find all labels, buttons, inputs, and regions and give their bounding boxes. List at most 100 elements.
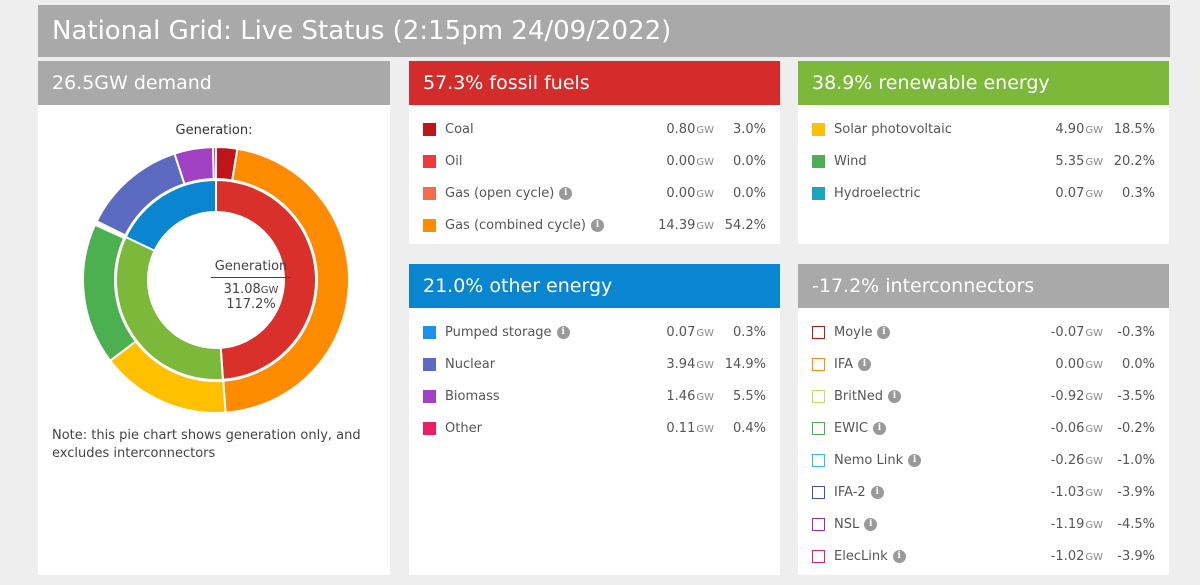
slice-renewable-energy[interactable]: [115, 235, 225, 381]
other-list: Pumped storage i 0.07GW 0.3% Nuclear 3.94GW 14…: [409, 308, 780, 444]
list-item: Gas (open cycle) i 0.00GW 0.0%: [423, 177, 766, 209]
list-item: IFA i 0.00GW 0.0%: [812, 348, 1155, 380]
list-item: Pumped storage i 0.07GW 0.3%: [423, 316, 766, 348]
item-label-ifa-2: IFA-2 i: [834, 485, 1033, 500]
info-icon[interactable]: i: [858, 357, 872, 371]
slice-other-energy[interactable]: [124, 178, 217, 253]
donut-center: Generation 31.08GW 117.2%: [184, 259, 318, 312]
info-icon[interactable]: i: [870, 485, 884, 499]
item-pct: 0.3%: [732, 324, 766, 340]
list-item: Biomass 1.46GW 5.5%: [423, 380, 766, 412]
list-item: BritNed i -0.92GW -3.5%: [812, 380, 1155, 412]
item-label-ifa: IFA i: [834, 357, 1033, 372]
item-pct: 0.0%: [732, 185, 766, 201]
center-pct: 117.2%: [226, 297, 276, 312]
list-item: IFA-2 i -1.03GW -3.9%: [812, 476, 1155, 508]
item-pct: 3.0%: [732, 121, 766, 137]
info-icon[interactable]: i: [877, 325, 891, 339]
item-label-oil: Oil: [445, 153, 463, 169]
legend-swatch: [423, 325, 436, 339]
inner-ring: [115, 178, 317, 381]
list-item: EWIC i -0.06GW -0.2%: [812, 412, 1155, 444]
list-item: NSL i -1.19GW -4.5%: [812, 508, 1155, 540]
item-gw: 0.80GW: [666, 121, 714, 137]
legend-swatch: [812, 421, 825, 435]
legend-swatch: [423, 154, 436, 168]
item-pct: 54.2%: [724, 217, 766, 233]
list-item: Oil 0.00GW 0.0%: [423, 145, 766, 177]
fossil-list: Coal 0.80GW 3.0% Oil 0.00GW 0.0% Gas (open cyc…: [409, 105, 780, 241]
list-item: Nemo Link i -0.26GW -1.0%: [812, 444, 1155, 476]
demand-header: 26.5GW demand: [38, 61, 390, 105]
item-pct: 0.0%: [732, 153, 766, 169]
legend-swatch: [812, 154, 825, 168]
demand-panel: 26.5GW demand Generation: Generation 31.…: [38, 61, 390, 575]
legend-swatch: [812, 122, 825, 136]
item-label-coal: Coal: [445, 121, 474, 137]
slice-fossil-fuels[interactable]: [215, 178, 317, 381]
legend-swatch: [423, 389, 436, 403]
info-icon[interactable]: i: [872, 421, 886, 435]
info-icon[interactable]: i: [590, 218, 604, 232]
legend-swatch: [812, 453, 825, 467]
other-header: 21.0% other energy: [409, 264, 780, 308]
item-label-hydroelectric: Hydroelectric: [834, 185, 921, 201]
item-pct: -1.0%: [1117, 452, 1155, 468]
item-gw: -0.26GW: [1050, 452, 1103, 468]
item-gw: 1.46GW: [666, 388, 714, 404]
info-icon[interactable]: i: [559, 186, 573, 200]
item-label-ewic: EWIC i: [834, 421, 1033, 436]
info-icon[interactable]: i: [556, 325, 570, 339]
legend-swatch: [423, 421, 436, 435]
fossil-header: 57.3% fossil fuels: [409, 61, 780, 105]
list-item: ElecLink i -1.02GW -3.9%: [812, 540, 1155, 572]
item-pct: 20.2%: [1113, 153, 1155, 169]
info-icon[interactable]: i: [887, 389, 901, 403]
legend-swatch: [812, 485, 825, 499]
chart-note: Note: this pie chart shows generation on…: [52, 428, 361, 461]
item-label-eleclink: ElecLink i: [834, 549, 1033, 564]
page-title: National Grid: Live Status (2:15pm 24/09…: [38, 5, 1170, 57]
renewable-header: 38.9% renewable energy: [798, 61, 1169, 105]
item-gw: 3.94GW: [666, 356, 714, 372]
interconnectors-list: Moyle i -0.07GW -0.3% IFA i 0.00GW 0.0% BritNed i…: [798, 308, 1169, 572]
legend-swatch: [423, 122, 436, 136]
item-gw: -0.07GW: [1050, 324, 1103, 340]
item-label-pumped-storage: Pumped storage i: [445, 325, 644, 340]
list-item: Moyle i -0.07GW -0.3%: [812, 316, 1155, 348]
legend-swatch: [812, 549, 825, 563]
legend-swatch: [812, 389, 825, 403]
legend-swatch: [423, 218, 436, 232]
info-icon[interactable]: i: [908, 453, 922, 467]
chart-label: Generation:: [175, 123, 253, 138]
item-pct: 14.9%: [724, 356, 766, 372]
interconnectors-header: -17.2% interconnectors: [798, 264, 1169, 308]
item-gw: 0.00GW: [666, 153, 714, 169]
item-pct: -3.5%: [1117, 388, 1155, 404]
item-gw: 4.90GW: [1055, 121, 1103, 137]
legend-swatch: [812, 357, 825, 371]
item-gw: -1.02GW: [1050, 548, 1103, 564]
item-pct: -3.9%: [1117, 548, 1155, 564]
center-title: Generation: [214, 259, 288, 274]
item-label-gas-open-cycle: Gas (open cycle) i: [445, 186, 644, 201]
item-gw: 0.07GW: [666, 324, 714, 340]
item-gw: -0.06GW: [1050, 420, 1103, 436]
item-label-nemo-link: Nemo Link i: [834, 453, 1033, 468]
center-divider: [211, 277, 291, 278]
donut-hole: [149, 213, 283, 347]
info-icon[interactable]: i: [864, 517, 878, 531]
item-gw: -0.92GW: [1050, 388, 1103, 404]
item-label-britned: BritNed i: [834, 389, 1033, 404]
renewable-list: Solar photovoltaic 4.90GW 18.5% Wind 5.35GW 2…: [798, 105, 1169, 209]
list-item: Wind 5.35GW 20.2%: [812, 145, 1155, 177]
list-item: Hydroelectric 0.07GW 0.3%: [812, 177, 1155, 209]
item-label-nsl: NSL i: [834, 517, 1033, 532]
item-gw: 14.39GW: [658, 217, 714, 233]
slice-other[interactable]: [212, 147, 217, 181]
list-item: Gas (combined cycle) i 14.39GW 54.2%: [423, 209, 766, 241]
info-icon[interactable]: i: [892, 549, 906, 563]
item-gw: 0.07GW: [1055, 185, 1103, 201]
legend-swatch: [812, 186, 825, 200]
item-pct: 5.5%: [732, 388, 766, 404]
